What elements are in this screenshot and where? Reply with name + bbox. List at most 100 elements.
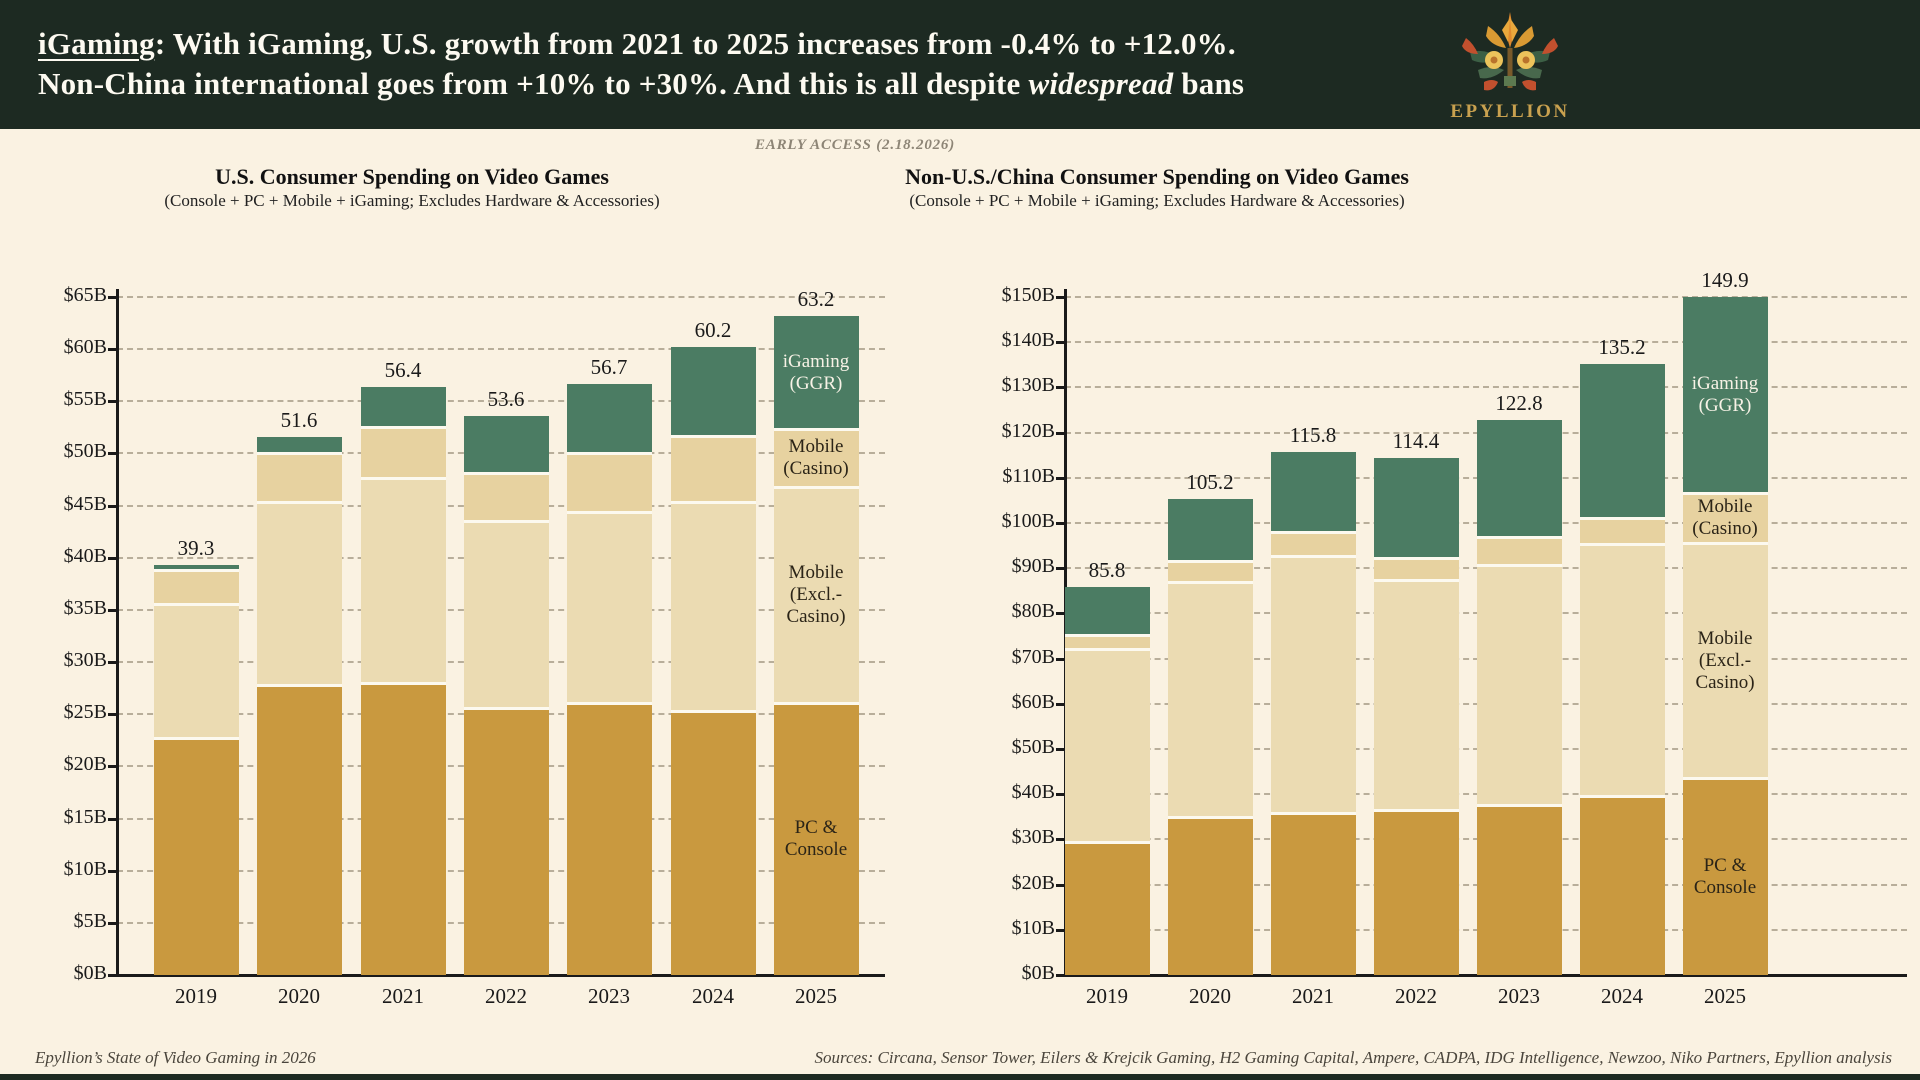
y-axis-tick [1056,793,1065,797]
segment-divider [1682,777,1768,781]
page-title-line2: Non-China international goes from +10% t… [38,64,1244,104]
y-axis-label: $40B [1011,781,1055,804]
x-axis-category-label: 2025 [795,984,837,1008]
segment-divider [1579,517,1665,521]
segment-name-label: iGaming (GGR) [1691,373,1759,417]
bar-total-label: 105.2 [1186,470,1234,495]
bar-segment [1579,518,1665,545]
y-axis-label: $130B [1001,374,1055,397]
bar-total-label: 56.4 [384,357,422,382]
segment-divider [1064,648,1150,652]
y-axis-label: $0B [1021,962,1055,984]
segment-name-label: Mobile (Casino) [783,436,849,480]
bar-segment [1064,587,1150,635]
segment-divider [256,452,342,456]
bar-segment [1270,451,1356,533]
bar-segment [1476,537,1562,566]
bar-total-label: 56.7 [590,354,628,379]
y-axis-label: $30B [1011,826,1055,849]
bar-segment [1064,649,1150,842]
y-axis-label: $20B [1011,871,1055,894]
y-axis-label: $55B [63,388,107,411]
segment-divider [153,602,239,606]
bar-segment [670,347,756,436]
x-axis-category-label: 2020 [1189,984,1231,1008]
x-axis-category-label: 2021 [1292,984,1334,1008]
segment-divider [360,681,446,685]
y-axis-label: $10B [63,857,107,880]
bar-total-label: 114.4 [1392,428,1440,453]
y-axis-tick [1056,431,1065,435]
bar-segment [1167,816,1253,975]
bar-segment [1373,579,1459,811]
y-axis-label: $120B [1001,419,1055,442]
bar-segment [1682,542,1768,779]
y-axis-tick [108,765,117,769]
segment-divider [1064,633,1150,637]
bar-segment [153,738,239,975]
segment-divider [463,706,549,710]
y-axis-tick [108,661,117,665]
segment-divider [670,501,756,505]
segment-divider [153,737,239,741]
y-axis-tick [1056,702,1065,706]
bar-total-label: 39.3 [177,536,215,561]
segment-name-label: PC & Console [784,816,848,860]
y-axis-label: $140B [1001,329,1055,352]
y-axis-tick [1056,567,1065,571]
bar-segment [566,453,652,512]
x-axis-category-label: 2024 [692,984,734,1008]
segment-divider [773,485,859,489]
y-axis-label: $5B [73,909,107,932]
brand-name: EPYLLION [1450,101,1570,122]
bar-segment [1476,805,1562,975]
segment-name-label: Mobile (Excl.- Casino) [786,561,846,627]
bar-total-label: 115.8 [1289,422,1337,447]
segment-divider [256,501,342,505]
chart-title-us: U.S. Consumer Spending on Video Games [215,164,609,189]
bar-total-label: 60.2 [694,318,732,343]
x-axis-line [116,974,885,977]
segment-name-label: iGaming (GGR) [782,350,850,394]
page-title-line1: iGaming: With iGaming, U.S. growth from … [38,24,1244,64]
y-axis-label: $50B [63,440,107,463]
segment-divider [1270,811,1356,815]
y-axis-label: $110B [1002,464,1055,487]
bar-segment [1476,419,1562,538]
segment-divider [1476,804,1562,808]
bar-segment [1064,841,1150,975]
gridline [1065,341,1907,344]
x-axis-category-label: 2023 [588,984,630,1008]
bar-segment [566,383,652,454]
bar-segment [670,435,756,503]
segment-divider [1476,536,1562,540]
segment-divider [566,510,652,514]
gridline [117,296,885,298]
x-axis-category-label: 2022 [485,984,527,1008]
y-axis-tick [1056,838,1065,842]
y-axis-tick [108,817,117,821]
gridline [117,348,885,351]
segment-name-label: PC & Console [1693,854,1757,898]
segment-divider [256,684,342,688]
segment-divider [670,434,756,438]
bar-segment [1682,492,1768,543]
x-axis-category-label: 2021 [382,984,424,1008]
segment-divider [1682,541,1768,545]
bar-segment [153,603,239,739]
bar-segment [360,427,446,479]
bar-segment [463,707,549,975]
segment-divider [1373,556,1459,560]
segment-divider [773,428,859,432]
y-axis-label: $90B [1011,555,1055,578]
gridline [1065,386,1907,389]
bar-segment [566,511,652,703]
bar-segment [773,702,859,975]
y-axis-tick [1056,522,1065,525]
y-axis-tick [1056,748,1065,751]
x-axis-category-label: 2020 [278,984,320,1008]
segment-divider [1682,491,1768,495]
gridline [117,400,885,403]
floral-emblem-icon [1462,12,1558,91]
bar-segment [256,502,342,686]
